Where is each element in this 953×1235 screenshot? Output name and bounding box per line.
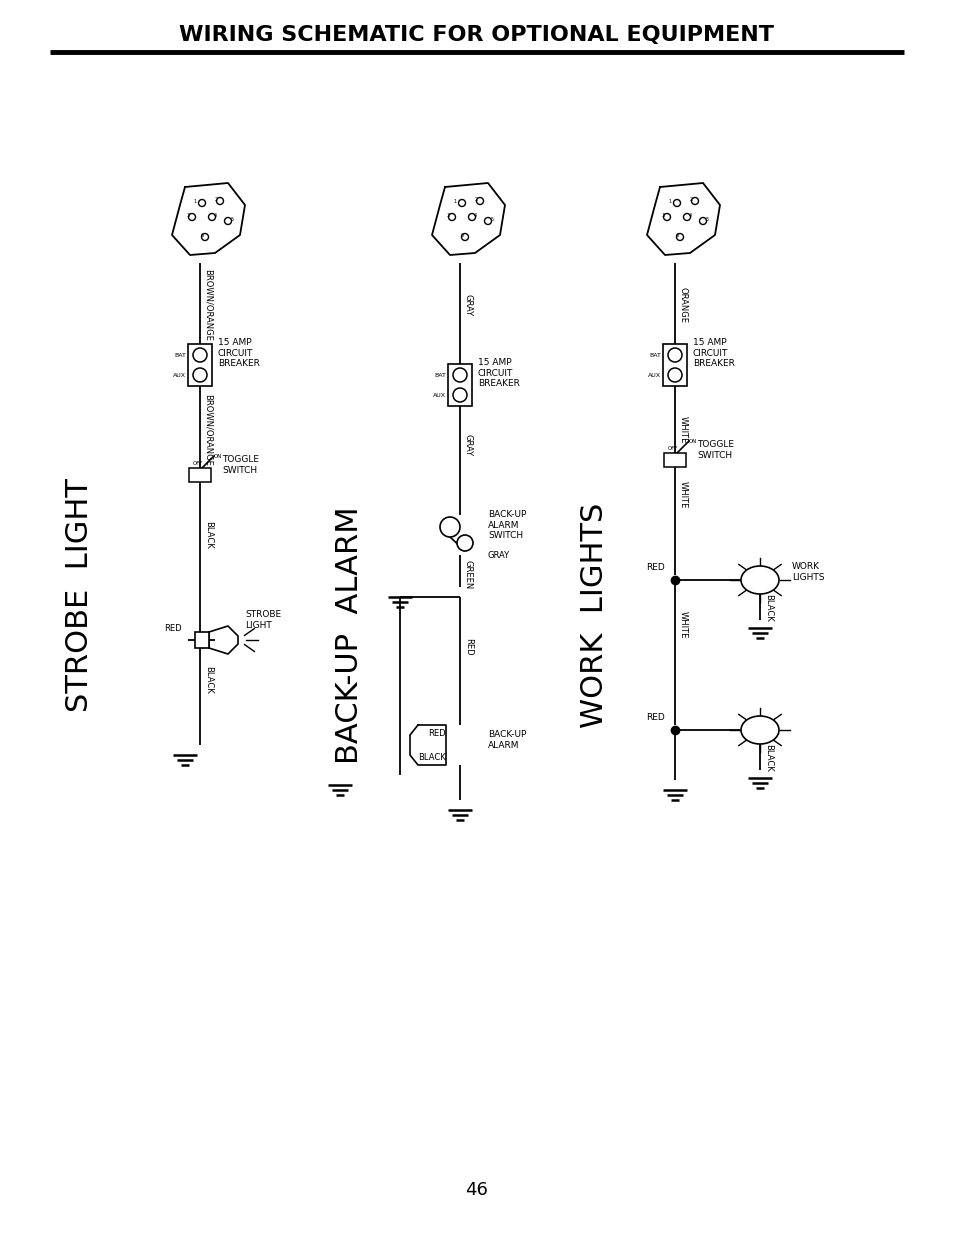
Text: BLACK: BLACK bbox=[204, 521, 213, 548]
Text: OFF: OFF bbox=[667, 446, 678, 451]
Circle shape bbox=[439, 517, 459, 537]
Text: WIRING SCHEMATIC FOR OPTIONAL EQUIPMENT: WIRING SCHEMATIC FOR OPTIONAL EQUIPMENT bbox=[179, 25, 774, 44]
Circle shape bbox=[189, 214, 195, 221]
Text: BAT: BAT bbox=[174, 352, 186, 357]
Text: RED: RED bbox=[164, 624, 182, 632]
Text: ON: ON bbox=[213, 453, 222, 458]
Text: 6: 6 bbox=[675, 232, 678, 237]
Text: RED: RED bbox=[463, 638, 473, 656]
Text: BROWN/ORANGE: BROWN/ORANGE bbox=[204, 269, 213, 341]
Text: 3: 3 bbox=[446, 212, 449, 217]
Bar bbox=[188, 345, 212, 387]
Circle shape bbox=[667, 348, 681, 362]
Text: RED: RED bbox=[645, 563, 664, 572]
Text: TOGGLE
SWITCH: TOGGLE SWITCH bbox=[697, 441, 733, 459]
Text: RED: RED bbox=[645, 713, 664, 722]
Text: OFF: OFF bbox=[193, 461, 203, 466]
Text: BLACK: BLACK bbox=[763, 745, 772, 772]
Circle shape bbox=[198, 200, 205, 206]
Ellipse shape bbox=[740, 716, 779, 743]
Text: 46: 46 bbox=[465, 1181, 488, 1199]
Text: 15 AMP
CIRCUIT
BREAKER: 15 AMP CIRCUIT BREAKER bbox=[477, 358, 519, 388]
Text: 1: 1 bbox=[193, 199, 196, 204]
Text: STROBE
LIGHT: STROBE LIGHT bbox=[245, 610, 281, 630]
Text: RED: RED bbox=[428, 729, 446, 737]
Circle shape bbox=[667, 368, 681, 382]
Text: 4: 4 bbox=[688, 212, 691, 217]
Text: GREEN: GREEN bbox=[463, 561, 473, 589]
Text: BAT: BAT bbox=[648, 352, 660, 357]
Circle shape bbox=[201, 233, 209, 241]
Text: WHITE: WHITE bbox=[679, 482, 687, 509]
Circle shape bbox=[453, 388, 467, 403]
Text: WHITE: WHITE bbox=[679, 611, 687, 638]
Text: AUX: AUX bbox=[172, 373, 186, 378]
Text: AUX: AUX bbox=[433, 393, 446, 398]
Text: 1: 1 bbox=[453, 199, 456, 204]
Text: 5: 5 bbox=[704, 216, 708, 221]
Text: 15 AMP
CIRCUIT
BREAKER: 15 AMP CIRCUIT BREAKER bbox=[692, 338, 734, 368]
Text: 3: 3 bbox=[186, 212, 190, 217]
Text: 6: 6 bbox=[200, 232, 203, 237]
Text: WHITE: WHITE bbox=[679, 416, 687, 443]
Text: WORK  LIGHTS: WORK LIGHTS bbox=[579, 503, 609, 727]
Circle shape bbox=[448, 214, 455, 221]
Text: BLACK: BLACK bbox=[204, 666, 213, 694]
Text: WORK
LIGHTS: WORK LIGHTS bbox=[791, 562, 823, 582]
Bar bbox=[662, 345, 686, 387]
Circle shape bbox=[216, 198, 223, 205]
Text: BACK-UP
ALARM: BACK-UP ALARM bbox=[488, 730, 526, 750]
Circle shape bbox=[458, 200, 465, 206]
Circle shape bbox=[673, 200, 679, 206]
Text: 2: 2 bbox=[689, 196, 692, 201]
Circle shape bbox=[224, 217, 232, 225]
Text: ON: ON bbox=[688, 438, 697, 443]
Text: 5: 5 bbox=[231, 216, 233, 221]
Text: BLACK: BLACK bbox=[417, 752, 446, 762]
Bar bbox=[663, 453, 685, 467]
Circle shape bbox=[453, 368, 467, 382]
Text: 3: 3 bbox=[660, 212, 664, 217]
Circle shape bbox=[193, 348, 207, 362]
Text: 4: 4 bbox=[473, 212, 476, 217]
Circle shape bbox=[468, 214, 475, 221]
Text: BROWN/ORANGE: BROWN/ORANGE bbox=[204, 394, 213, 466]
Circle shape bbox=[662, 214, 670, 221]
Circle shape bbox=[691, 198, 698, 205]
Circle shape bbox=[209, 214, 215, 221]
Text: 6: 6 bbox=[460, 232, 463, 237]
Text: BLACK: BLACK bbox=[763, 594, 772, 622]
Text: ORANGE: ORANGE bbox=[679, 287, 687, 324]
Text: 5: 5 bbox=[490, 216, 493, 221]
Text: 15 AMP
CIRCUIT
BREAKER: 15 AMP CIRCUIT BREAKER bbox=[218, 338, 259, 368]
Text: BACK-UP
ALARM
SWITCH: BACK-UP ALARM SWITCH bbox=[488, 510, 526, 540]
Text: AUX: AUX bbox=[647, 373, 660, 378]
Text: 4: 4 bbox=[213, 212, 216, 217]
Text: 2: 2 bbox=[474, 196, 477, 201]
Circle shape bbox=[456, 535, 473, 551]
Text: GRAY: GRAY bbox=[463, 294, 473, 316]
Circle shape bbox=[676, 233, 682, 241]
Text: 2: 2 bbox=[214, 196, 217, 201]
Circle shape bbox=[699, 217, 706, 225]
Text: GRAY: GRAY bbox=[463, 433, 473, 456]
Text: BACK-UP  ALARM: BACK-UP ALARM bbox=[335, 506, 364, 763]
Text: TOGGLE
SWITCH: TOGGLE SWITCH bbox=[222, 456, 258, 474]
Text: 1: 1 bbox=[668, 199, 671, 204]
Text: BAT: BAT bbox=[434, 373, 446, 378]
Circle shape bbox=[193, 368, 207, 382]
Text: GRAY: GRAY bbox=[488, 551, 510, 559]
Bar bbox=[448, 364, 472, 406]
Circle shape bbox=[682, 214, 690, 221]
Bar bbox=[189, 468, 211, 482]
Circle shape bbox=[461, 233, 468, 241]
Ellipse shape bbox=[740, 566, 779, 594]
Circle shape bbox=[476, 198, 483, 205]
Circle shape bbox=[484, 217, 491, 225]
Bar bbox=[194, 632, 209, 648]
Text: STROBE  LIGHT: STROBE LIGHT bbox=[66, 478, 94, 711]
